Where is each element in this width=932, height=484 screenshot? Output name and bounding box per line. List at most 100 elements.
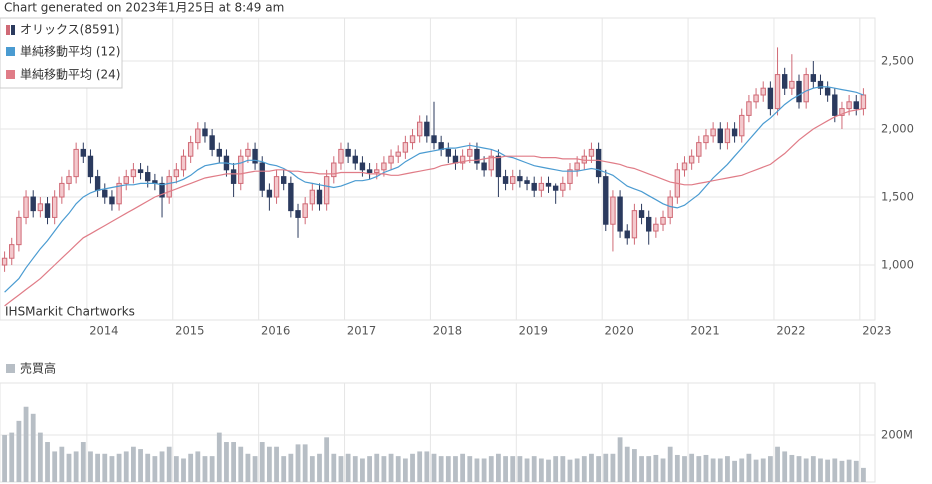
candle-body bbox=[137, 169, 144, 174]
candle-body bbox=[696, 142, 702, 157]
candle-body bbox=[87, 155, 94, 178]
candle-body bbox=[30, 196, 36, 212]
volume-bar bbox=[510, 456, 516, 482]
volume-bar bbox=[531, 456, 537, 482]
candle-body bbox=[753, 94, 759, 103]
legend-box bbox=[0, 17, 123, 89]
x-tick-label: 2019 bbox=[519, 324, 548, 338]
volume-bar bbox=[710, 458, 716, 482]
volume-bar bbox=[23, 406, 29, 482]
volume-bar bbox=[496, 453, 501, 482]
volume-bar bbox=[166, 446, 172, 482]
candle-body bbox=[281, 176, 287, 184]
candle-body bbox=[767, 87, 774, 110]
candle-body bbox=[588, 148, 595, 157]
candle-body bbox=[145, 172, 151, 182]
candle-body bbox=[37, 203, 44, 212]
candle-body bbox=[9, 244, 15, 259]
candle-body bbox=[195, 128, 201, 144]
candle-body bbox=[681, 162, 688, 171]
volume-bar bbox=[467, 456, 473, 482]
candle-body bbox=[431, 135, 437, 144]
candle-body bbox=[660, 216, 666, 225]
candle-body bbox=[481, 162, 487, 171]
volume-bar bbox=[739, 458, 745, 482]
candle-body bbox=[731, 128, 738, 137]
x-tick-label: 2023 bbox=[862, 324, 891, 338]
volume-bar bbox=[274, 446, 279, 482]
volume-bar bbox=[524, 458, 530, 482]
volume-bar bbox=[825, 459, 831, 482]
candle-body bbox=[238, 155, 244, 184]
candle-body bbox=[359, 162, 366, 171]
x-tick-label: 2018 bbox=[433, 324, 462, 338]
candle-body bbox=[552, 185, 559, 191]
volume-bar bbox=[460, 453, 466, 482]
volume-bar bbox=[231, 442, 237, 482]
candle-body bbox=[560, 182, 566, 191]
volume-bar bbox=[73, 451, 79, 482]
candle-body bbox=[266, 189, 273, 198]
candle-body bbox=[395, 151, 401, 157]
candle-body bbox=[796, 80, 802, 103]
candle-body bbox=[502, 176, 509, 184]
volume-bar bbox=[116, 453, 122, 482]
volume-bar bbox=[631, 449, 637, 482]
candle-body bbox=[803, 74, 809, 103]
legend-icon-down bbox=[11, 25, 15, 35]
candle-body bbox=[159, 182, 165, 198]
candle-body bbox=[73, 148, 79, 178]
volume-bar bbox=[596, 456, 602, 482]
volume-bar bbox=[30, 413, 36, 482]
candle-body bbox=[710, 128, 716, 137]
volume-bar bbox=[238, 446, 244, 482]
volume-bar bbox=[639, 456, 644, 482]
volume-bar bbox=[503, 456, 508, 482]
volume-bar bbox=[818, 458, 823, 482]
volume-bar bbox=[810, 456, 816, 482]
candle-body bbox=[524, 180, 530, 184]
volume-bar bbox=[853, 460, 859, 482]
candle-body bbox=[789, 80, 795, 89]
volume-bar bbox=[181, 458, 186, 482]
volume-bar bbox=[703, 454, 709, 482]
volume-bar bbox=[574, 458, 580, 482]
volume-bar bbox=[603, 453, 609, 482]
candle-body bbox=[109, 196, 115, 205]
candle-body bbox=[374, 169, 380, 174]
volume-bar bbox=[88, 451, 93, 482]
volume-bar bbox=[52, 451, 58, 482]
legend-icon-up bbox=[6, 25, 10, 35]
candle-body bbox=[273, 176, 280, 198]
candle-body bbox=[123, 176, 129, 184]
volume-bar bbox=[374, 453, 380, 482]
watermark: IHSMarkit Chartworks bbox=[5, 305, 135, 319]
candle-body bbox=[295, 210, 301, 218]
volume-bar bbox=[767, 456, 773, 482]
volume-bar bbox=[803, 458, 809, 482]
candle-body bbox=[209, 135, 215, 150]
volume-bar bbox=[782, 451, 788, 482]
volume-bar bbox=[324, 437, 330, 482]
volume-bar bbox=[123, 451, 129, 482]
candle-body bbox=[187, 142, 194, 157]
candle-body bbox=[438, 142, 444, 150]
candle-body bbox=[860, 94, 867, 110]
volume-bar bbox=[209, 456, 215, 482]
volume-bar bbox=[59, 446, 65, 482]
candle-body bbox=[130, 169, 137, 178]
candle-body bbox=[173, 169, 180, 178]
candle-body bbox=[316, 189, 323, 205]
candle-body bbox=[760, 87, 766, 96]
candle-body bbox=[230, 169, 237, 184]
candle-body bbox=[51, 196, 58, 218]
volume-bar bbox=[581, 456, 587, 482]
legend-icon bbox=[6, 47, 15, 56]
candle-body bbox=[416, 121, 423, 137]
candle-body bbox=[631, 210, 638, 239]
volume-bar bbox=[352, 456, 358, 482]
volume-bar bbox=[617, 437, 623, 482]
candle-body bbox=[545, 182, 552, 187]
volume-bar bbox=[696, 456, 702, 482]
volume-bar bbox=[517, 456, 523, 482]
